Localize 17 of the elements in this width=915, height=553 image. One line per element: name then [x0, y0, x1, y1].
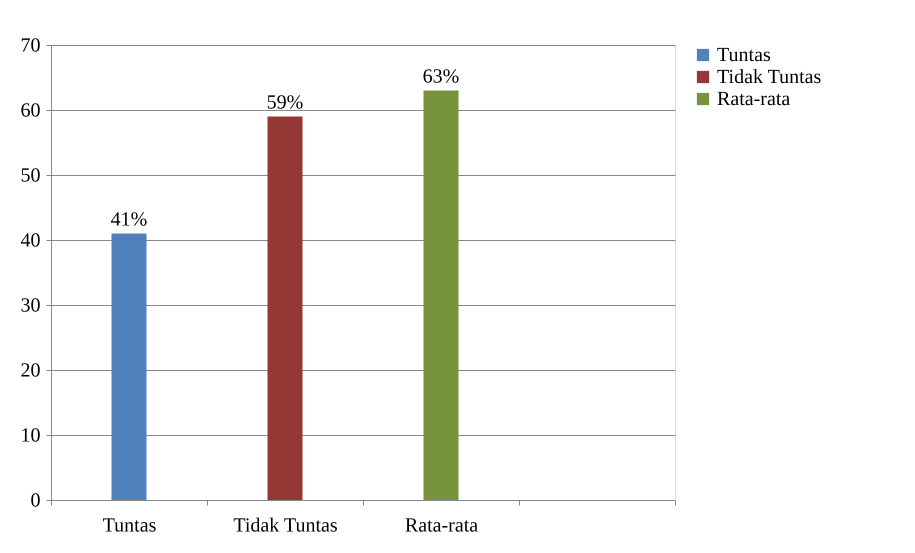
y-tick-label: 70: [20, 34, 40, 56]
legend-label: Rata-rata: [717, 88, 790, 110]
data-label: 41%: [110, 208, 148, 230]
x-tick-label: Tuntas: [102, 514, 157, 536]
y-tick-label: 10: [20, 424, 40, 446]
legend-label: Tuntas: [717, 44, 771, 66]
y-tick-label: 40: [20, 230, 40, 252]
y-tick-label: 20: [20, 360, 40, 382]
y-tick-label: 30: [20, 294, 40, 316]
legend-label: Tidak Tuntas: [717, 66, 822, 88]
x-tick-label: Rata-rata: [404, 514, 478, 536]
y-tick-label: 60: [20, 100, 40, 122]
x-tick-label: Tidak Tuntas: [233, 514, 338, 536]
y-tick-label: 0: [30, 490, 40, 512]
data-label: 59%: [266, 92, 304, 114]
y-tick-label: 50: [20, 164, 40, 186]
data-label: 63%: [422, 66, 460, 88]
